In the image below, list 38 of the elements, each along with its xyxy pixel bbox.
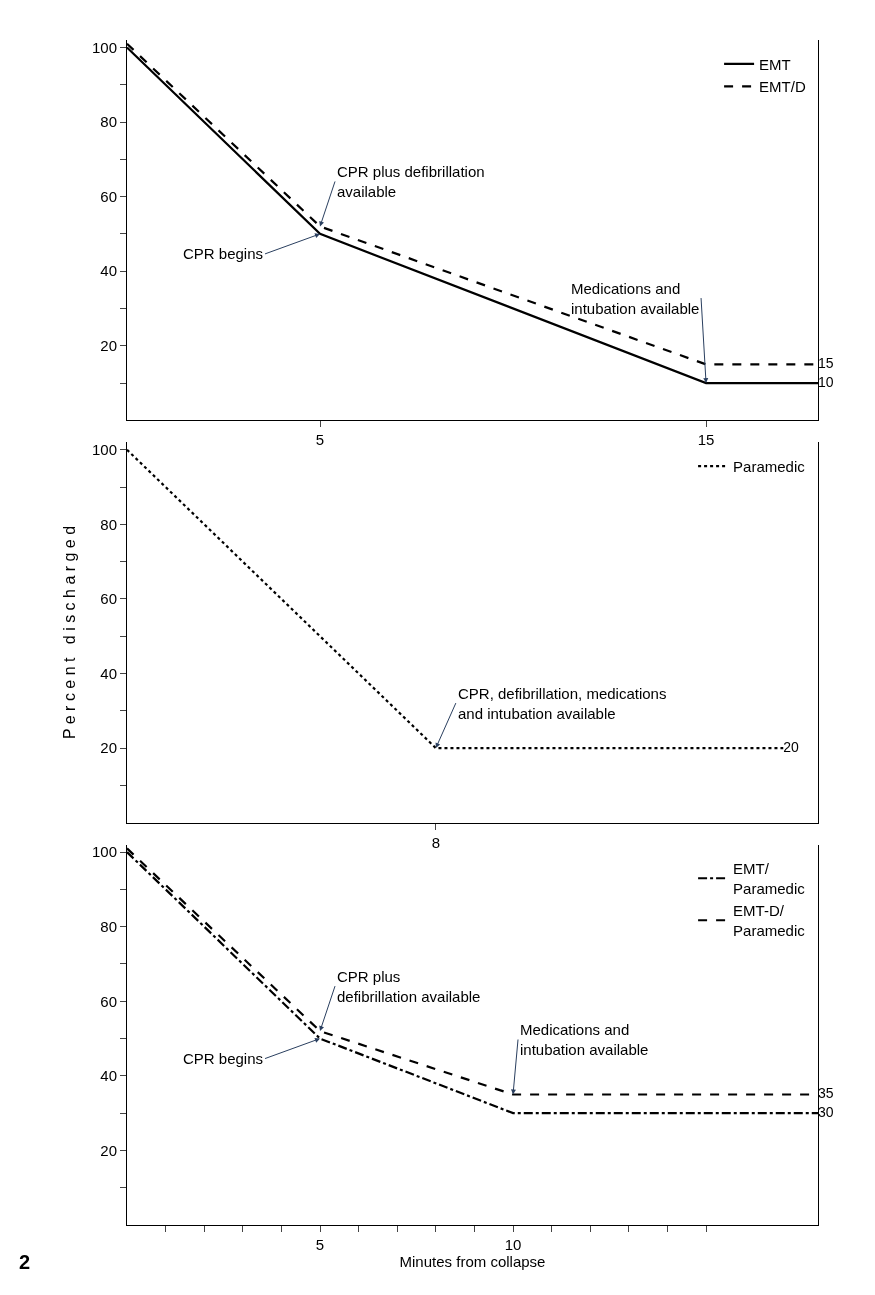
legend-label: Paramedic [733, 458, 806, 476]
y-tick-label: 20 [100, 337, 117, 355]
y-axis-title: P e r c e n t d i s c h a r g e d [60, 525, 78, 740]
x-tick-label: 5 [315, 431, 325, 449]
annotation: Medications and intubation available [571, 280, 700, 317]
x-tick-label: 5 [315, 1236, 325, 1253]
y-tick-label: 40 [100, 664, 117, 682]
data-label: 35 [818, 1085, 834, 1101]
y-tick-label: 80 [100, 515, 117, 533]
y-tick-label: 20 [100, 1141, 117, 1159]
x-tick-label: 8 [431, 833, 440, 851]
annotation: Medications and intubation available [520, 1021, 649, 1058]
y-tick-label: 80 [100, 113, 117, 131]
annotation: CPR begins [183, 245, 264, 262]
x-axis-title: Minutes from collapse [399, 1253, 546, 1270]
y-tick-label: 60 [100, 187, 117, 205]
y-tick-label: 40 [100, 262, 117, 280]
annotation: CPR plus defibrillation available [337, 968, 481, 1005]
legend-label: EMT-D/ Paramedic [733, 902, 806, 939]
legend-label: EMT/D [759, 78, 806, 96]
y-tick-label: 60 [100, 590, 117, 608]
y-tick-label: 80 [100, 917, 117, 935]
annotation: CPR begins [183, 1050, 264, 1067]
annotation: CPR, defibrillation, medications and intubation available [458, 685, 667, 722]
data-label: 20 [783, 738, 800, 755]
data-label: 15 [818, 354, 834, 371]
y-tick-label: 60 [100, 992, 117, 1010]
legend-label: EMT [759, 55, 791, 73]
y-tick-label: 100 [91, 843, 117, 861]
y-tick-label: 100 [91, 441, 117, 459]
text: 2 [19, 1251, 31, 1273]
data-label: 30 [818, 1103, 834, 1120]
y-tick-label: 100 [91, 38, 117, 56]
data-label: 10 [818, 373, 834, 390]
legend-label: EMT/ Paramedic [733, 860, 806, 897]
annotation: CPR plus defibrillation available [337, 163, 485, 200]
y-tick-label: 40 [100, 1067, 117, 1085]
y-tick-label: 20 [100, 739, 117, 757]
